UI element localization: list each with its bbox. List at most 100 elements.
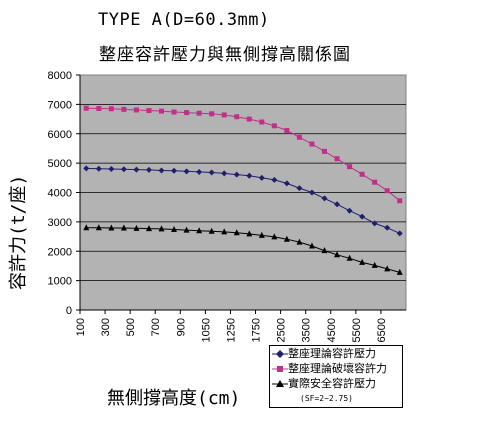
y-tick-label: 4000 xyxy=(48,188,72,200)
data-point xyxy=(321,247,328,254)
data-point xyxy=(145,166,152,173)
data-point xyxy=(183,168,190,175)
data-point xyxy=(271,176,278,183)
data-point xyxy=(83,224,90,231)
y-tick-label: 7000 xyxy=(48,99,72,111)
data-point xyxy=(221,228,228,235)
y-tick-label: 6000 xyxy=(48,129,72,141)
data-point xyxy=(283,235,290,242)
data-point xyxy=(396,230,403,237)
data-point xyxy=(258,174,265,181)
data-point xyxy=(133,166,140,173)
x-tick-label: 2500 xyxy=(276,318,288,342)
data-point xyxy=(208,227,215,234)
data-point xyxy=(196,227,203,234)
data-point xyxy=(221,170,228,177)
legend-marker-diamond xyxy=(272,347,288,361)
data-point xyxy=(308,242,315,249)
data-point xyxy=(372,179,378,185)
data-point xyxy=(96,105,102,111)
x-tick-label: 1050 xyxy=(200,318,212,342)
data-point xyxy=(183,226,190,233)
data-point xyxy=(384,265,391,272)
chart-title-line2: 整座容許壓力與無側撐高關係圖 xyxy=(99,45,351,65)
data-point xyxy=(346,207,353,214)
data-point xyxy=(296,238,303,245)
data-point xyxy=(397,198,403,204)
data-point xyxy=(171,109,177,115)
data-point xyxy=(284,128,290,134)
series-line-3 xyxy=(86,227,400,273)
data-point xyxy=(171,226,178,233)
y-tick-label: 2000 xyxy=(48,246,72,258)
data-point xyxy=(133,107,139,113)
data-point xyxy=(83,165,90,172)
data-point xyxy=(159,108,164,114)
data-point xyxy=(371,261,378,268)
data-point xyxy=(396,268,403,275)
data-point xyxy=(371,220,378,227)
data-point xyxy=(120,166,127,173)
data-point xyxy=(359,171,365,177)
legend-entry-failure: 整座理論破壞容許力 xyxy=(272,362,387,376)
x-tick-label: 900 xyxy=(175,318,187,336)
data-point xyxy=(347,164,353,170)
data-point xyxy=(359,213,366,220)
data-point xyxy=(108,106,114,112)
data-point xyxy=(184,110,190,116)
y-tick-label: 0 xyxy=(66,305,72,317)
data-point xyxy=(309,141,315,147)
data-point xyxy=(121,106,127,112)
data-point xyxy=(346,254,353,261)
data-point xyxy=(334,251,341,258)
data-point xyxy=(283,180,290,187)
x-tick-label: 5500 xyxy=(351,318,363,342)
x-tick-label: 6500 xyxy=(376,318,388,342)
x-tick-label: 500 xyxy=(125,318,137,336)
legend-marker-triangle xyxy=(272,377,288,391)
data-point xyxy=(146,108,152,114)
x-tick-label: 300 xyxy=(100,318,112,336)
data-point xyxy=(158,225,165,232)
data-point xyxy=(145,225,152,232)
chart-legend: 整座理論容許壓力 整座理論破壞容許力 實際安全容許壓力 (SF=2~2.75) xyxy=(269,345,403,408)
y-tick-label: 8000 xyxy=(48,70,72,82)
data-point xyxy=(133,224,140,231)
data-point xyxy=(308,189,315,196)
data-point xyxy=(334,156,340,162)
legend-entry-safe: 實際安全容許壓力 xyxy=(272,377,376,391)
data-point xyxy=(246,116,252,122)
y-tick-label: 1000 xyxy=(48,276,72,288)
data-point xyxy=(296,134,302,140)
x-tick-label: 100 xyxy=(75,318,87,336)
data-point xyxy=(271,123,277,129)
x-axis-label: 無側撐高度(cm) xyxy=(107,388,241,409)
x-tick-label: 4500 xyxy=(326,318,338,342)
x-tick-label: 3500 xyxy=(301,318,313,342)
data-point xyxy=(296,185,303,192)
data-point xyxy=(171,167,178,174)
legend-safety-factor-note: (SF=2~2.75) xyxy=(300,394,353,403)
data-point xyxy=(209,111,215,117)
data-point xyxy=(196,168,203,175)
data-point xyxy=(334,201,341,208)
data-point xyxy=(246,230,253,237)
data-point xyxy=(196,110,202,116)
data-point xyxy=(221,112,227,118)
legend-label: 實際安全容許壓力 xyxy=(288,377,376,390)
legend-entry-theoretical: 整座理論容許壓力 xyxy=(272,347,376,361)
data-point xyxy=(259,119,265,125)
data-point xyxy=(120,224,127,231)
data-point xyxy=(234,114,240,120)
y-tick-label: 3000 xyxy=(48,217,72,229)
data-point xyxy=(384,224,391,231)
data-point xyxy=(271,233,278,240)
data-point xyxy=(95,224,102,231)
data-point xyxy=(233,171,240,178)
data-point xyxy=(359,258,366,265)
data-point xyxy=(208,169,215,176)
data-point xyxy=(108,166,115,172)
data-point xyxy=(321,195,328,202)
data-point xyxy=(95,165,102,172)
